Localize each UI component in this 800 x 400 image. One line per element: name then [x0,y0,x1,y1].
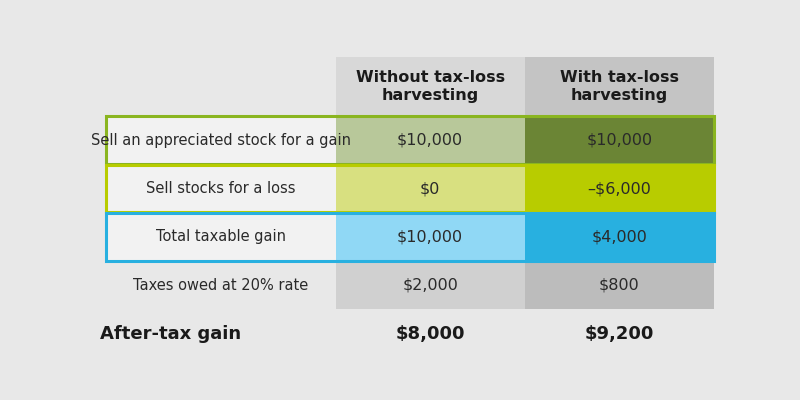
Bar [336,262,525,309]
Text: Total taxable gain: Total taxable gain [156,230,286,244]
Text: Sell an appreciated stock for a gain: Sell an appreciated stock for a gain [91,133,351,148]
Text: Sell stocks for a loss: Sell stocks for a loss [146,181,296,196]
Text: Taxes owed at 20% rate: Taxes owed at 20% rate [134,278,309,293]
Bar [525,116,714,164]
Bar [106,213,714,261]
Bar [106,57,336,116]
Text: $10,000: $10,000 [586,133,652,148]
Text: $8,000: $8,000 [395,326,465,344]
Bar [525,165,714,212]
Bar [336,165,525,212]
Bar [106,116,336,164]
Bar [336,213,525,261]
Bar [106,165,336,212]
Text: $4,000: $4,000 [591,230,647,244]
Text: $0: $0 [420,181,440,196]
Bar [106,262,336,309]
Text: $800: $800 [599,278,640,293]
Text: After-tax gain: After-tax gain [100,326,241,344]
Text: $10,000: $10,000 [397,133,463,148]
Text: With tax-loss
harvesting: With tax-loss harvesting [560,70,678,103]
Text: Without tax-loss
harvesting: Without tax-loss harvesting [355,70,505,103]
Bar [336,116,525,164]
Bar [106,116,714,164]
Bar [336,57,525,116]
Text: $9,200: $9,200 [585,326,654,344]
Text: –$6,000: –$6,000 [587,181,651,196]
Text: $2,000: $2,000 [402,278,458,293]
Bar [525,213,714,261]
Bar [106,213,336,261]
Text: $10,000: $10,000 [397,230,463,244]
Bar [525,57,714,116]
Bar [106,165,714,212]
Bar [525,262,714,309]
